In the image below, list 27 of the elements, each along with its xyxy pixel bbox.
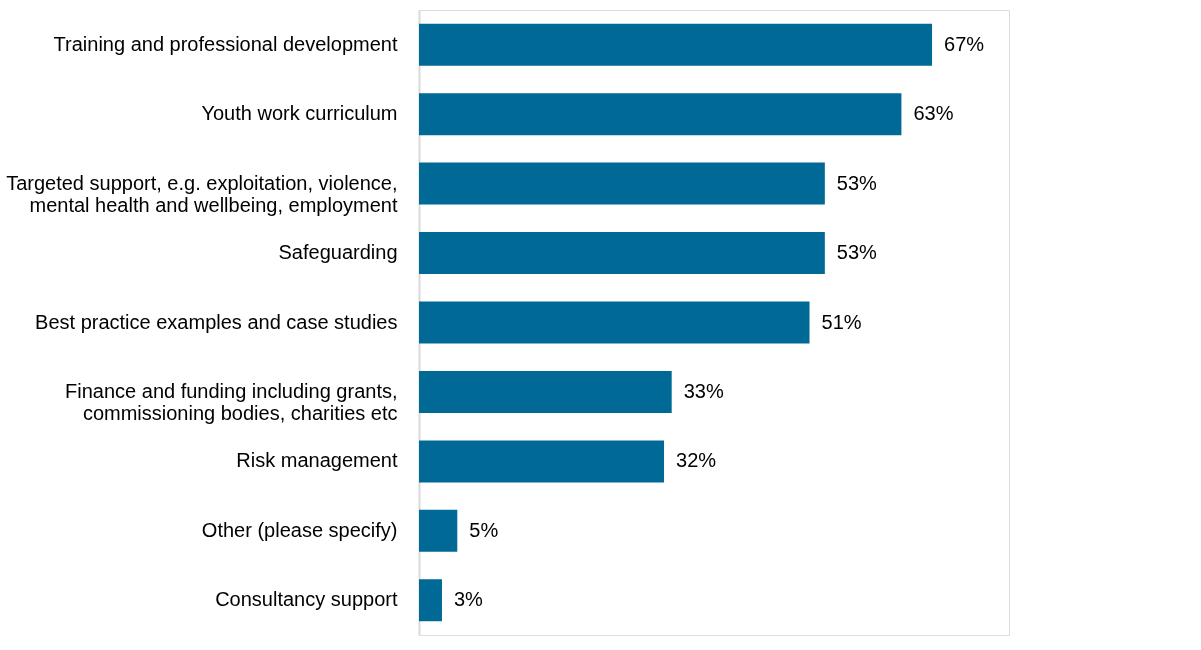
y-tick-label: Other (please specify) — [201, 518, 398, 541]
bar — [419, 509, 458, 552]
y-tick-label: Risk management — [236, 449, 398, 472]
data-label: 53% — [836, 241, 878, 264]
bar — [419, 23, 933, 66]
y-tick-label: Youth work curriculum — [201, 102, 398, 125]
y-tick-label: Consultancy support — [215, 588, 398, 611]
data-label: 3% — [453, 588, 484, 611]
bar — [419, 370, 672, 413]
data-label: 32% — [676, 449, 717, 472]
bar — [419, 232, 825, 275]
y-tick-label: Targeted support, e.g. exploitation, violence, mental health and wellbeing, employment — [6, 171, 398, 216]
data-label: 5% — [469, 518, 499, 541]
y-tick-label: Best practice examples and case studies — [35, 310, 398, 333]
y-tick-label: Safeguarding — [278, 241, 398, 264]
bar — [419, 579, 442, 622]
bar — [419, 93, 902, 136]
data-label: 33% — [683, 379, 724, 402]
bar — [419, 440, 665, 483]
data-label: 51% — [821, 310, 862, 333]
data-label: 53% — [836, 171, 878, 194]
y-tick-label: Training and professional development — [53, 32, 398, 55]
data-label: 67% — [944, 32, 985, 55]
bar — [419, 162, 825, 205]
y-tick-label: Finance and funding including grants, commissioning bodies, charities etc — [65, 379, 398, 424]
bar — [419, 301, 810, 344]
data-label: 63% — [913, 102, 954, 125]
